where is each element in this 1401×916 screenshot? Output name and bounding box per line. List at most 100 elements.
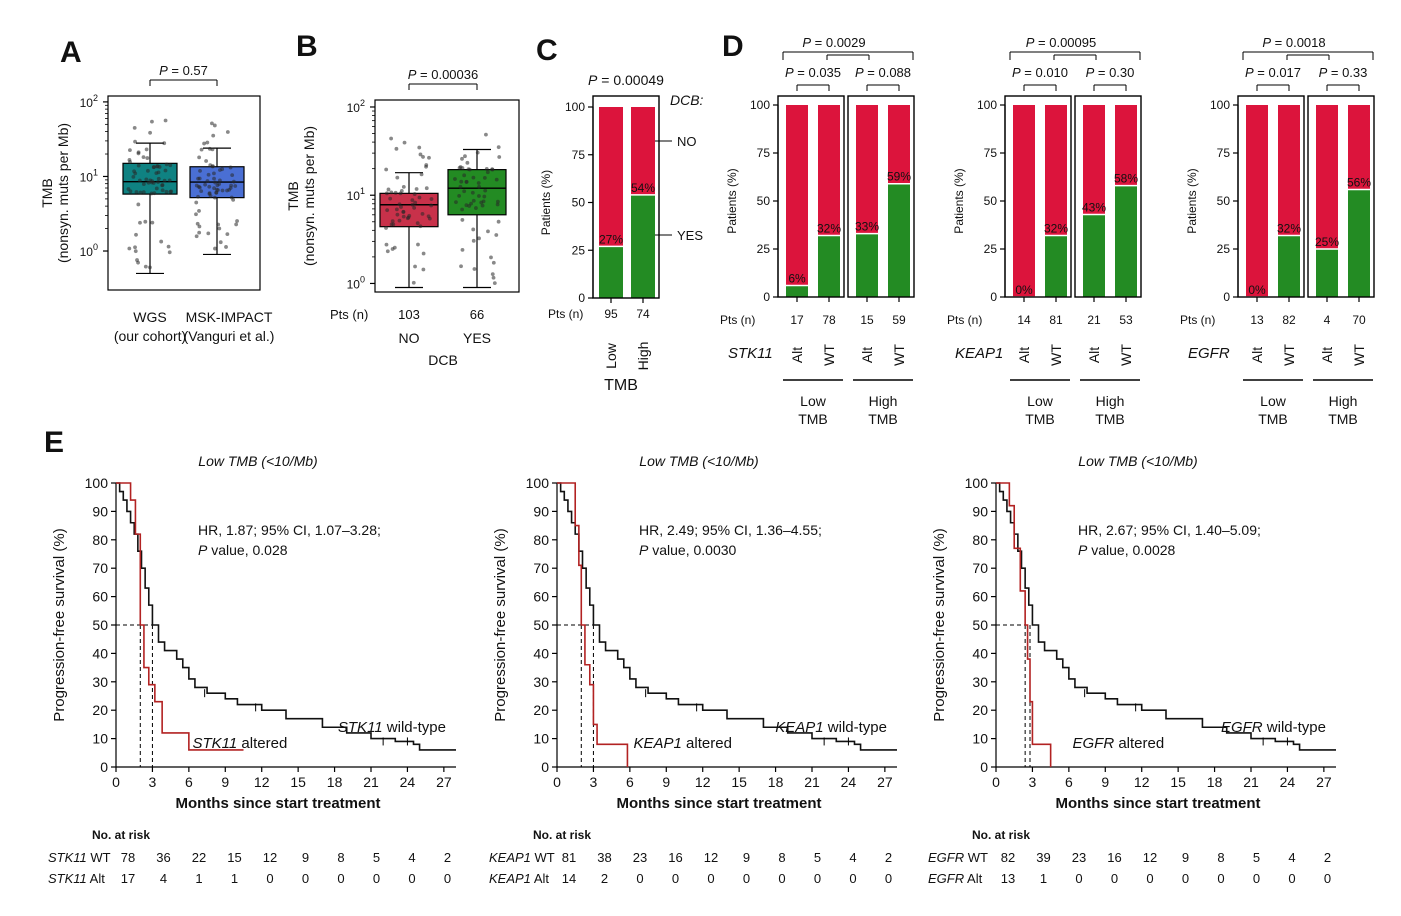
- data-point: [484, 132, 488, 137]
- data-point: [149, 180, 154, 185]
- group-low-2: TMB: [798, 411, 828, 427]
- data-point: [413, 264, 417, 269]
- y-axis-label: TMB: [285, 181, 301, 211]
- p-high-tmb: P = 0.33: [1319, 65, 1368, 80]
- group-high-2: TMB: [868, 411, 898, 427]
- y-tick-label: 0: [100, 759, 108, 775]
- data-point: [421, 267, 426, 272]
- data-point: [412, 205, 417, 210]
- x-label-1: WT: [821, 344, 837, 366]
- data-point: [212, 171, 216, 176]
- panel-letter-b: B: [296, 30, 318, 63]
- data-point: [136, 202, 141, 207]
- data-point: [163, 168, 168, 173]
- risk-alt-4: 0: [707, 871, 714, 886]
- y-tick-label: 60: [972, 589, 988, 605]
- data-point: [216, 222, 221, 227]
- y-tick-label: 0: [1223, 290, 1230, 304]
- risk-alt-0: 13: [1001, 871, 1015, 886]
- x-tick-label: 27: [1316, 774, 1332, 790]
- data-point: [491, 260, 496, 265]
- x-label-2: Alt: [859, 347, 875, 363]
- data-point: [194, 212, 198, 217]
- y-tick-label: 0: [990, 290, 997, 304]
- data-point: [474, 206, 478, 210]
- gene-label: EGFR: [1188, 345, 1230, 362]
- y-axis-label: TMB: [39, 178, 55, 208]
- y-tick-label: 60: [533, 589, 549, 605]
- km-curve-altered: [996, 482, 1052, 767]
- legend-title: DCB:: [670, 92, 704, 108]
- risk-wt-0: 81: [562, 850, 576, 865]
- x-sublabel-msk: (Vanguri et al.): [184, 328, 275, 344]
- bar-yes-1: [818, 235, 840, 297]
- y-tick-label: 75: [757, 146, 771, 160]
- risk-alt-4: 0: [266, 871, 273, 886]
- data-point: [197, 185, 202, 190]
- risk-alt-8: 0: [408, 871, 415, 886]
- data-point: [424, 163, 429, 167]
- data-point: [162, 141, 167, 146]
- risk-wt-4: 12: [1143, 850, 1157, 865]
- risk-wt-8: 4: [408, 850, 415, 865]
- risk-alt-8: 0: [1288, 871, 1295, 886]
- bar-yes-2: [856, 233, 878, 297]
- y-axis-label: Progression-free survival (%): [492, 528, 509, 721]
- x-label-3: WT: [891, 344, 907, 366]
- y-axis-label: Progression-free survival (%): [931, 528, 948, 721]
- y-tick-label: 20: [533, 702, 549, 718]
- data-point: [133, 245, 137, 250]
- risk-wt-3: 15: [227, 850, 241, 865]
- data-point: [384, 191, 389, 196]
- risk-alt-9: 0: [1324, 871, 1331, 886]
- bar-value-label: 43%: [1082, 200, 1106, 214]
- data-point: [385, 208, 390, 213]
- risk-wt-7: 5: [1253, 850, 1260, 865]
- data-point: [418, 224, 423, 229]
- y-tick-label: 50: [92, 617, 108, 633]
- x-tick-label: 12: [254, 774, 270, 790]
- y-tick-label: 30: [972, 674, 988, 690]
- risk-wt-4: 12: [263, 850, 277, 865]
- data-point: [402, 140, 407, 145]
- y-tick-label: 0: [541, 759, 549, 775]
- y-tick-label: 40: [92, 645, 108, 661]
- n-0: 13: [1250, 313, 1264, 327]
- risk-wt-4: 12: [704, 850, 718, 865]
- km-title: Low TMB (<10/Mb): [639, 453, 758, 469]
- data-point: [133, 249, 138, 254]
- data-point: [394, 207, 399, 212]
- data-point: [471, 227, 476, 232]
- y-tick-label: 25: [984, 242, 998, 256]
- data-point: [465, 160, 470, 165]
- data-point: [419, 172, 424, 177]
- km-curve-wild-type: [116, 482, 456, 751]
- data-point: [227, 187, 232, 192]
- data-point: [417, 195, 422, 200]
- data-point: [235, 219, 239, 223]
- data-point: [156, 176, 161, 181]
- data-point: [127, 246, 132, 251]
- x-tick-label: 9: [662, 774, 670, 790]
- risk-alt-2: 1: [195, 871, 202, 886]
- y-axis-label: Patients (%): [539, 170, 553, 235]
- data-point: [156, 170, 161, 175]
- risk-alt-3: 0: [672, 871, 679, 886]
- x-label-high: High: [635, 342, 651, 371]
- x-tick-label: 12: [1134, 774, 1150, 790]
- group-high-1: High: [1329, 393, 1358, 409]
- panel-d-stk11-bar: 0 25 50 75 100 Patients (%) 6% 32% 33% 59% P = 0.0…: [720, 35, 915, 427]
- y-tick-label: 40: [972, 645, 988, 661]
- y-tick-label: 50: [533, 617, 549, 633]
- data-point: [477, 194, 481, 198]
- data-point: [454, 200, 458, 205]
- data-point: [128, 148, 132, 153]
- x-axis-title: Months since start treatment: [1055, 795, 1260, 812]
- data-point: [220, 167, 225, 172]
- x-tick-label: 0: [992, 774, 1000, 790]
- data-point: [204, 159, 209, 163]
- data-point: [164, 189, 169, 194]
- data-point: [144, 147, 149, 152]
- risk-alt-3: 1: [231, 871, 238, 886]
- data-point: [482, 176, 487, 180]
